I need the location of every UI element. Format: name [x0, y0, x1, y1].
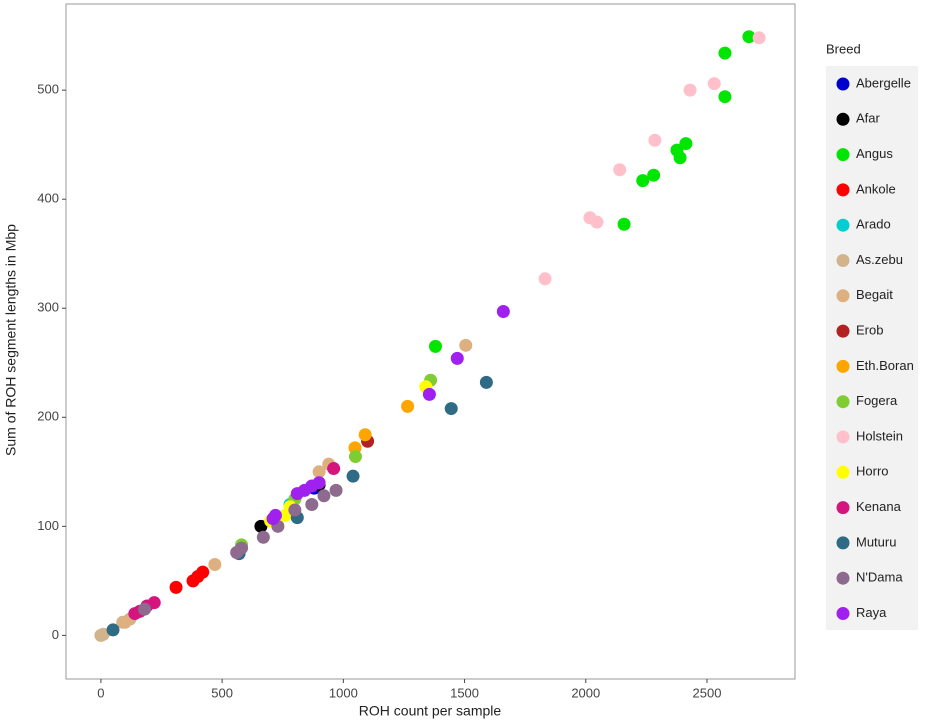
- point: [186, 574, 200, 588]
- point: [613, 163, 627, 177]
- point: [346, 469, 360, 483]
- legend-label: Holstein: [856, 428, 903, 443]
- legend-marker: [836, 359, 850, 373]
- legend-marker: [836, 501, 850, 515]
- point: [590, 215, 604, 229]
- legend-marker: [836, 324, 850, 338]
- legend-label: Afar: [856, 111, 881, 126]
- legend-marker: [836, 289, 850, 303]
- legend-label: Muturu: [856, 534, 896, 549]
- legend-label: Raya: [856, 605, 887, 620]
- legend-label: Horro: [856, 464, 889, 479]
- legend-label: Abergelle: [856, 75, 911, 90]
- legend-marker: [836, 218, 850, 232]
- legend-marker: [836, 112, 850, 126]
- legend-label: Erob: [856, 323, 883, 338]
- legend-label: As.zebu: [856, 252, 903, 267]
- point: [538, 272, 552, 286]
- point: [617, 217, 631, 231]
- point: [679, 137, 693, 151]
- point: [401, 399, 415, 413]
- point: [305, 498, 319, 512]
- plot-frame: [65, 3, 796, 680]
- point: [230, 546, 244, 560]
- legend-marker: [836, 430, 850, 444]
- point: [266, 512, 280, 526]
- point: [128, 607, 142, 621]
- legend-marker: [836, 536, 850, 550]
- y-tick-label: 100: [37, 518, 59, 533]
- point: [256, 530, 270, 544]
- x-tick-label: 2000: [571, 685, 600, 700]
- point: [742, 30, 756, 44]
- point: [428, 339, 442, 353]
- y-tick-label: 400: [37, 191, 59, 206]
- legend-marker: [836, 395, 850, 409]
- point: [683, 83, 697, 97]
- x-tick-label: 1000: [329, 685, 358, 700]
- point: [317, 489, 331, 503]
- legend-title: Breed: [826, 41, 861, 56]
- x-tick-label: 2500: [693, 685, 722, 700]
- point: [718, 46, 732, 60]
- point: [358, 428, 372, 442]
- point: [348, 450, 362, 464]
- point: [169, 580, 183, 594]
- point: [290, 487, 304, 501]
- legend-label: Arado: [856, 217, 891, 232]
- point: [138, 602, 152, 616]
- point: [312, 465, 326, 479]
- point: [106, 623, 120, 637]
- point: [444, 402, 458, 416]
- y-tick-label: 0: [52, 627, 59, 642]
- legend-marker: [836, 183, 850, 197]
- point: [673, 151, 687, 165]
- point: [450, 351, 464, 365]
- point: [254, 519, 268, 533]
- point: [648, 133, 662, 147]
- x-tick-label: 500: [211, 685, 233, 700]
- point: [118, 615, 132, 629]
- point: [647, 168, 661, 182]
- x-tick-label: 1500: [450, 685, 479, 700]
- legend-label: Begait: [856, 287, 893, 302]
- point: [422, 387, 436, 401]
- point: [288, 503, 302, 517]
- legend-label: Eth.Boran: [856, 358, 914, 373]
- point: [707, 77, 721, 91]
- legend-marker: [836, 254, 850, 267]
- legend-label: N'Dama: [856, 570, 903, 585]
- point: [636, 174, 650, 188]
- y-axis-title: Sum of ROH segment lengths in Mbp: [3, 224, 19, 456]
- point: [96, 627, 110, 641]
- point: [208, 558, 222, 572]
- point: [496, 305, 510, 319]
- legend-marker: [836, 607, 850, 620]
- legend-label: Kenana: [856, 499, 902, 514]
- legend-marker: [836, 465, 850, 479]
- point: [752, 31, 766, 45]
- legend-marker: [836, 77, 850, 91]
- y-tick-label: 300: [37, 300, 59, 315]
- point: [327, 462, 341, 476]
- legend-marker: [836, 148, 850, 162]
- legend-label: Angus: [856, 146, 893, 161]
- y-tick-label: 500: [37, 82, 59, 97]
- point: [459, 338, 473, 352]
- y-tick-label: 200: [37, 409, 59, 424]
- legend-label: Ankole: [856, 181, 896, 196]
- x-tick-label: 0: [97, 685, 104, 700]
- point: [329, 483, 343, 497]
- legend-marker: [836, 571, 850, 585]
- x-axis-title: ROH count per sample: [359, 703, 502, 719]
- legend-label: Fogera: [856, 393, 898, 408]
- point: [718, 90, 732, 104]
- point: [479, 375, 493, 389]
